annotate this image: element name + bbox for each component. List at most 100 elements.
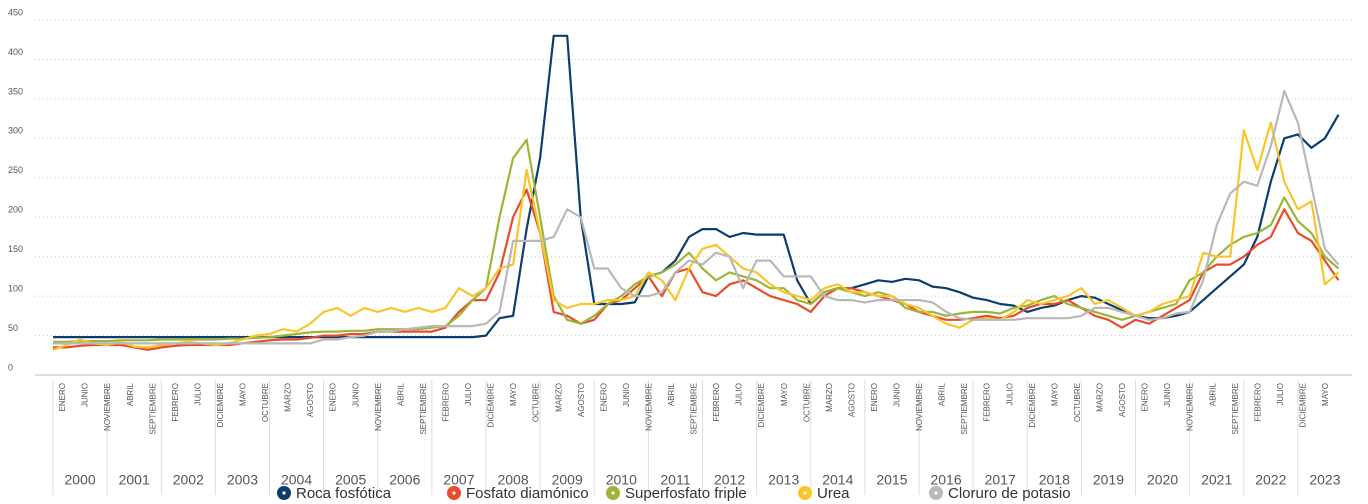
x-tick-label: MAYO bbox=[239, 383, 248, 406]
x-tick-label: NOVIEMBRE bbox=[374, 383, 383, 431]
x-tick-label: MARZO bbox=[825, 383, 834, 412]
year-label: 2013 bbox=[768, 472, 799, 488]
series-line bbox=[53, 138, 1340, 343]
x-tick-label: FEBRERO bbox=[1253, 383, 1262, 422]
x-tick-label: JUNIO bbox=[81, 383, 90, 407]
x-tick-label: JUNIO bbox=[351, 383, 360, 407]
x-tick-label: AGOSTO bbox=[577, 383, 586, 417]
year-label: 2004 bbox=[281, 472, 312, 488]
x-tick-label: NOVIEMBRE bbox=[644, 383, 653, 431]
legend-marker-dot bbox=[452, 491, 456, 495]
x-tick-label: ENERO bbox=[58, 383, 67, 411]
year-label: 2021 bbox=[1201, 472, 1232, 488]
x-tick-label: NOVIEMBRE bbox=[103, 383, 112, 431]
year-label: 2001 bbox=[119, 472, 150, 488]
legend-marker-dot bbox=[803, 491, 807, 495]
legend-marker-dot bbox=[282, 491, 286, 495]
y-tick-label: 50 bbox=[8, 323, 18, 333]
x-tick-label: DICIEMBRE bbox=[1298, 383, 1307, 427]
x-tick-label: AGOSTO bbox=[1118, 383, 1127, 417]
x-tick-label: FEBRERO bbox=[171, 383, 180, 422]
legend-marker-dot bbox=[934, 491, 938, 495]
year-label: 2022 bbox=[1255, 472, 1286, 488]
x-tick-label: SEPTIEMBRE bbox=[690, 383, 699, 435]
x-tick-label: AGOSTO bbox=[847, 383, 856, 417]
x-tick-label: DICIEMBRE bbox=[757, 383, 766, 427]
x-tick-label: FEBRERO bbox=[983, 383, 992, 422]
y-tick-label: 400 bbox=[8, 47, 23, 57]
y-tick-label: 0 bbox=[8, 362, 13, 372]
y-tick-label: 250 bbox=[8, 165, 23, 175]
year-label: 2023 bbox=[1309, 472, 1340, 488]
series-line bbox=[53, 34, 1340, 339]
year-label: 2010 bbox=[606, 472, 637, 488]
x-tick-label: OCTUBRE bbox=[261, 383, 270, 422]
year-label: 2011 bbox=[660, 472, 690, 488]
x-tick-label: ABRIL bbox=[126, 382, 135, 406]
x-tick-label: JULIO bbox=[464, 383, 473, 406]
year-label: 2007 bbox=[443, 472, 474, 488]
year-label: 2008 bbox=[497, 472, 528, 488]
x-tick-label: SEPTIEMBRE bbox=[1231, 383, 1240, 435]
x-tick-label: JUNIO bbox=[622, 383, 631, 407]
year-label: 2016 bbox=[930, 472, 961, 488]
legend-label: Roca fosfótica bbox=[296, 485, 392, 502]
y-tick-label: 100 bbox=[8, 283, 23, 293]
x-tick-label: JULIO bbox=[1276, 383, 1285, 406]
x-tick-label: MAYO bbox=[780, 383, 789, 406]
y-tick-label: 450 bbox=[8, 7, 23, 17]
x-tick-label: MAYO bbox=[1321, 383, 1330, 406]
x-tick-label: JUNIO bbox=[893, 383, 902, 407]
series-line bbox=[53, 188, 1340, 351]
x-tick-label: FEBRERO bbox=[441, 383, 450, 422]
x-tick-label: OCTUBRE bbox=[532, 383, 541, 422]
year-label: 2009 bbox=[552, 472, 583, 488]
x-tick-label: SEPTIEMBRE bbox=[419, 383, 428, 435]
year-label: 2020 bbox=[1147, 472, 1178, 488]
series-line bbox=[53, 89, 1340, 345]
x-tick-label: MAYO bbox=[509, 383, 518, 406]
x-tick-label: AGOSTO bbox=[306, 383, 315, 417]
x-tick-label: ENERO bbox=[329, 383, 338, 411]
x-tick-label: JUNIO bbox=[1163, 383, 1172, 407]
x-tick-label: ABRIL bbox=[938, 382, 947, 406]
x-tick-label: ABRIL bbox=[396, 382, 405, 406]
year-label: 2015 bbox=[876, 472, 907, 488]
legend-label: Fosfato diamónico bbox=[466, 485, 589, 502]
x-tick-label: MARZO bbox=[554, 383, 563, 412]
x-tick-label: JULIO bbox=[1005, 383, 1014, 406]
year-label: 2000 bbox=[64, 472, 95, 488]
year-label: 2003 bbox=[227, 472, 258, 488]
x-tick-label: SEPTIEMBRE bbox=[148, 383, 157, 435]
legend-label: Superfosfato friple bbox=[625, 485, 747, 502]
year-label: 2006 bbox=[389, 472, 420, 488]
x-tick-label: NOVIEMBRE bbox=[1186, 383, 1195, 431]
x-tick-label: NOVIEMBRE bbox=[915, 383, 924, 431]
y-tick-label: 300 bbox=[8, 126, 23, 136]
legend-label: Urea bbox=[817, 485, 850, 502]
year-label: 2017 bbox=[985, 472, 1016, 488]
x-tick-label: JULIO bbox=[193, 383, 202, 406]
x-tick-label: OCTUBRE bbox=[1073, 383, 1082, 422]
x-tick-label: SEPTIEMBRE bbox=[960, 383, 969, 435]
x-tick-label: MARZO bbox=[1096, 383, 1105, 412]
year-label: 2018 bbox=[1039, 472, 1070, 488]
y-tick-label: 150 bbox=[8, 244, 23, 254]
x-tick-label: ENERO bbox=[599, 383, 608, 411]
year-label: 2002 bbox=[173, 472, 204, 488]
legend-marker-dot bbox=[611, 491, 615, 495]
year-label: 2014 bbox=[822, 472, 853, 488]
x-tick-label: MARZO bbox=[284, 383, 293, 412]
x-tick-label: JULIO bbox=[735, 383, 744, 406]
x-tick-label: OCTUBRE bbox=[802, 383, 811, 422]
x-tick-label: ENERO bbox=[870, 383, 879, 411]
y-tick-label: 200 bbox=[8, 205, 23, 215]
year-label: 2012 bbox=[714, 472, 745, 488]
x-tick-label: DICIEMBRE bbox=[216, 383, 225, 427]
y-tick-label: 350 bbox=[8, 86, 23, 96]
year-label: 2005 bbox=[335, 472, 366, 488]
year-label: 2019 bbox=[1093, 472, 1124, 488]
x-tick-label: DICIEMBRE bbox=[487, 383, 496, 427]
x-tick-label: ABRIL bbox=[667, 382, 676, 406]
